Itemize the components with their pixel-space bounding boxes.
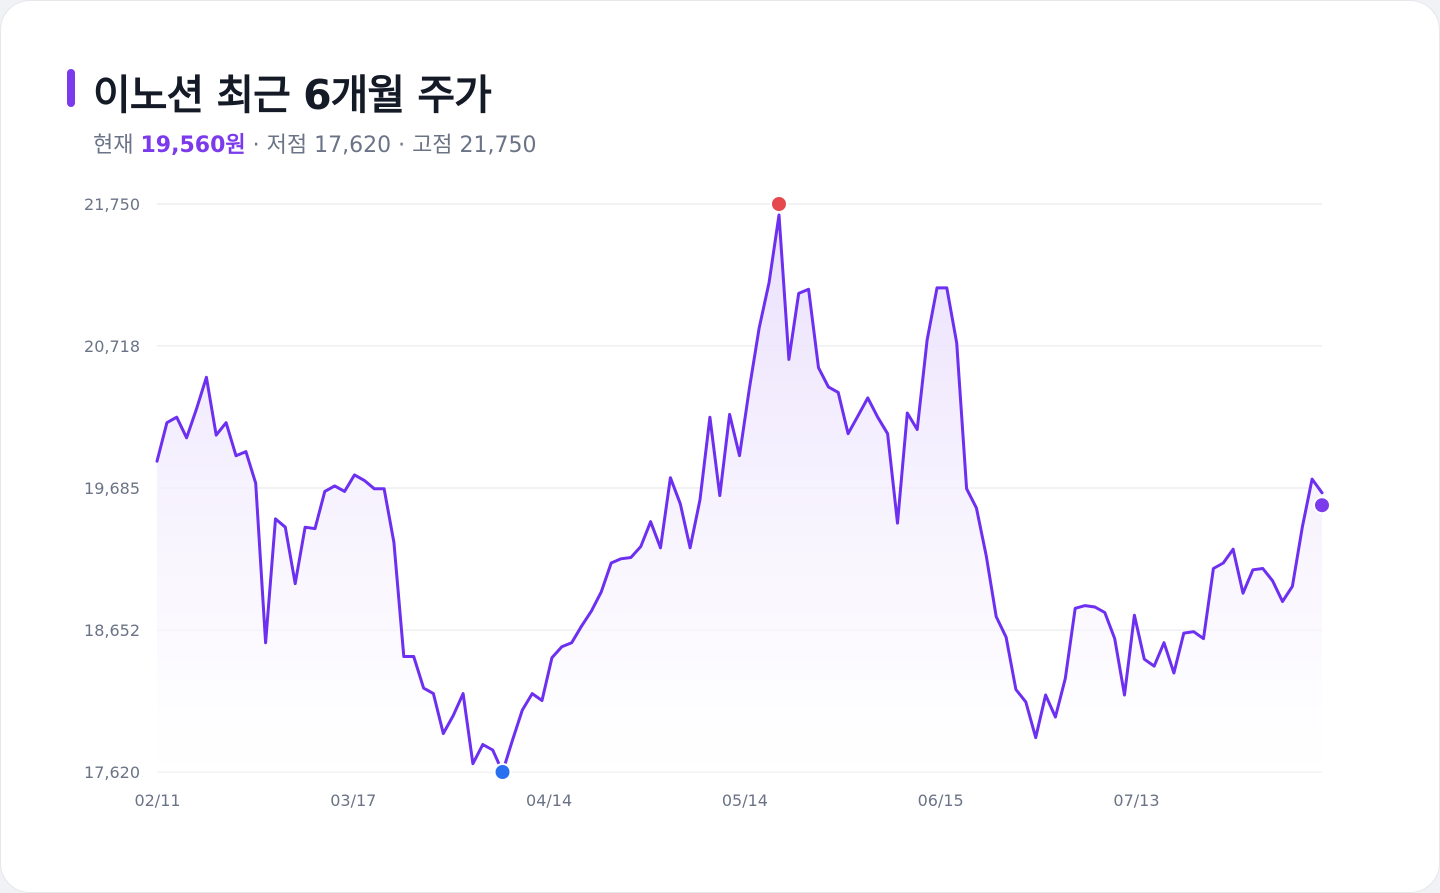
x-tick-label: 04/14: [526, 791, 572, 810]
x-tick-label: 06/15: [918, 791, 964, 810]
low-price: 17,620: [314, 133, 392, 158]
low-label: · 저점: [252, 133, 308, 158]
x-tick-label: 03/17: [330, 791, 376, 810]
high-marker: [769, 195, 788, 213]
x-tick-label: 05/14: [722, 791, 768, 810]
price-summary: 현재 19,560원 · 저점 17,620 · 고점 21,750: [93, 127, 537, 159]
y-tick-label: 19,685: [84, 479, 140, 498]
high-label: · 고점: [398, 133, 453, 158]
markers: [493, 195, 1331, 781]
current-price: 19,560원: [140, 133, 246, 158]
price-area-fill: [157, 215, 1322, 772]
y-tick-label: 18,652: [84, 621, 140, 640]
x-tick-label: 02/11: [134, 791, 180, 810]
current-marker: [1313, 496, 1331, 515]
y-tick-label: 20,718: [84, 337, 140, 356]
y-axis: 21,750 20,718 19,685 18,652 17,620: [84, 195, 140, 782]
y-tick-label: 17,620: [84, 763, 140, 782]
title-accent-bar: [67, 69, 75, 107]
x-tick-label: 07/13: [1113, 791, 1159, 810]
high-price: 21,750: [459, 133, 537, 158]
y-tick-label: 21,750: [84, 195, 140, 214]
current-label: 현재: [93, 133, 134, 158]
price-line: [155, 213, 1324, 774]
x-axis: 02/11 03/17 04/14 05/14 06/15 07/13: [134, 791, 1159, 810]
chart-title: 이노션 최근 6개월 주가: [93, 71, 492, 119]
low-marker: [493, 763, 512, 781]
